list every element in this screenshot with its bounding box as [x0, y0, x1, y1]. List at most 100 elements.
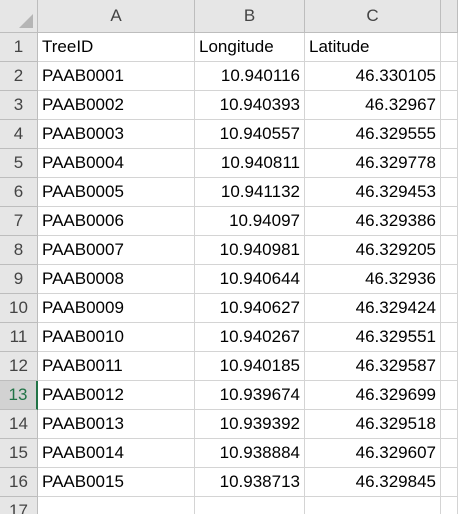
column-header-a[interactable]: A — [38, 0, 195, 33]
tree-id-cell[interactable]: PAAB0004 — [38, 149, 195, 178]
table-row: 10 PAAB0009 10.940627 46.329424 — [0, 294, 458, 323]
cell-d1[interactable] — [441, 33, 458, 62]
longitude-cell[interactable]: 10.940393 — [195, 91, 305, 120]
tree-id-cell[interactable]: PAAB0013 — [38, 410, 195, 439]
tree-id-cell[interactable]: PAAB0007 — [38, 236, 195, 265]
latitude-cell[interactable]: 46.329205 — [305, 236, 441, 265]
latitude-cell[interactable]: 46.329699 — [305, 381, 441, 410]
cell-a1[interactable]: TreeID — [38, 33, 195, 62]
tree-id-cell[interactable]: PAAB0010 — [38, 323, 195, 352]
longitude-cell[interactable]: 10.940116 — [195, 62, 305, 91]
tree-id-cell[interactable]: PAAB0012 — [38, 381, 195, 410]
row-header-17[interactable]: 17 — [0, 497, 38, 514]
latitude-cell[interactable]: 46.329453 — [305, 178, 441, 207]
table-row: 2 PAAB0001 10.940116 46.330105 — [0, 62, 458, 91]
empty-cell[interactable] — [441, 236, 458, 265]
empty-cell[interactable] — [441, 410, 458, 439]
select-all-triangle-icon — [19, 14, 33, 28]
row-header-1[interactable]: 1 — [0, 33, 38, 62]
empty-cell[interactable] — [441, 468, 458, 497]
select-all-button[interactable] — [0, 0, 38, 33]
tree-id-cell[interactable]: PAAB0015 — [38, 468, 195, 497]
latitude-cell[interactable]: 46.329845 — [305, 468, 441, 497]
row-header[interactable]: 16 — [0, 468, 38, 497]
tree-id-cell[interactable]: PAAB0009 — [38, 294, 195, 323]
latitude-cell[interactable]: 46.329587 — [305, 352, 441, 381]
row-header[interactable]: 9 — [0, 265, 38, 294]
tree-id-cell[interactable]: PAAB0008 — [38, 265, 195, 294]
empty-cell[interactable] — [441, 91, 458, 120]
empty-cell[interactable] — [441, 120, 458, 149]
row-header[interactable]: 13 — [0, 381, 38, 410]
column-header-c[interactable]: C — [305, 0, 441, 33]
table-row: 14 PAAB0013 10.939392 46.329518 — [0, 410, 458, 439]
row-header[interactable]: 15 — [0, 439, 38, 468]
row-header[interactable]: 12 — [0, 352, 38, 381]
row-header[interactable]: 14 — [0, 410, 38, 439]
longitude-cell[interactable]: 10.940627 — [195, 294, 305, 323]
tree-id-cell[interactable]: PAAB0014 — [38, 439, 195, 468]
cell-d17[interactable] — [441, 497, 458, 514]
table-row: 5 PAAB0004 10.940811 46.329778 — [0, 149, 458, 178]
cell-b1[interactable]: Longitude — [195, 33, 305, 62]
row-header[interactable]: 4 — [0, 120, 38, 149]
longitude-cell[interactable]: 10.941132 — [195, 178, 305, 207]
column-header-d[interactable] — [441, 0, 458, 33]
latitude-cell[interactable]: 46.329555 — [305, 120, 441, 149]
longitude-cell[interactable]: 10.940981 — [195, 236, 305, 265]
latitude-cell[interactable]: 46.329518 — [305, 410, 441, 439]
empty-cell[interactable] — [441, 439, 458, 468]
longitude-cell[interactable]: 10.940557 — [195, 120, 305, 149]
empty-cell[interactable] — [441, 178, 458, 207]
tree-id-cell[interactable]: PAAB0001 — [38, 62, 195, 91]
longitude-cell[interactable]: 10.940185 — [195, 352, 305, 381]
row-header[interactable]: 5 — [0, 149, 38, 178]
latitude-cell[interactable]: 46.329551 — [305, 323, 441, 352]
latitude-cell[interactable]: 46.329778 — [305, 149, 441, 178]
longitude-cell[interactable]: 10.940267 — [195, 323, 305, 352]
tree-id-cell[interactable]: PAAB0003 — [38, 120, 195, 149]
empty-cell[interactable] — [441, 294, 458, 323]
empty-cell[interactable] — [441, 323, 458, 352]
latitude-cell[interactable]: 46.32967 — [305, 91, 441, 120]
empty-cell[interactable] — [441, 265, 458, 294]
row-header[interactable]: 8 — [0, 236, 38, 265]
row-header[interactable]: 3 — [0, 91, 38, 120]
empty-cell[interactable] — [441, 352, 458, 381]
latitude-cell[interactable]: 46.330105 — [305, 62, 441, 91]
longitude-cell[interactable]: 10.938713 — [195, 468, 305, 497]
column-header-b[interactable]: B — [195, 0, 305, 33]
table-row: 16 PAAB0015 10.938713 46.329845 — [0, 468, 458, 497]
table-row: 11 PAAB0010 10.940267 46.329551 — [0, 323, 458, 352]
cell-a17[interactable] — [38, 497, 195, 514]
cell-c17[interactable] — [305, 497, 441, 514]
row-header[interactable]: 10 — [0, 294, 38, 323]
empty-cell[interactable] — [441, 62, 458, 91]
data-rows: 2 PAAB0001 10.940116 46.330105 3 PAAB0002 10.9… — [0, 62, 458, 497]
latitude-cell[interactable]: 46.32936 — [305, 265, 441, 294]
cell-c1[interactable]: Latitude — [305, 33, 441, 62]
longitude-cell[interactable]: 10.938884 — [195, 439, 305, 468]
tree-id-cell[interactable]: PAAB0011 — [38, 352, 195, 381]
row-header[interactable]: 6 — [0, 178, 38, 207]
empty-cell[interactable] — [441, 207, 458, 236]
longitude-cell[interactable]: 10.939674 — [195, 381, 305, 410]
latitude-cell[interactable]: 46.329424 — [305, 294, 441, 323]
empty-cell[interactable] — [441, 149, 458, 178]
table-row: 7 PAAB0006 10.94097 46.329386 — [0, 207, 458, 236]
latitude-cell[interactable]: 46.329607 — [305, 439, 441, 468]
row-header[interactable]: 7 — [0, 207, 38, 236]
longitude-cell[interactable]: 10.939392 — [195, 410, 305, 439]
tree-id-cell[interactable]: PAAB0006 — [38, 207, 195, 236]
tree-id-cell[interactable]: PAAB0005 — [38, 178, 195, 207]
row-header[interactable]: 2 — [0, 62, 38, 91]
longitude-cell[interactable]: 10.940644 — [195, 265, 305, 294]
longitude-cell[interactable]: 10.94097 — [195, 207, 305, 236]
longitude-cell[interactable]: 10.940811 — [195, 149, 305, 178]
tree-id-cell[interactable]: PAAB0002 — [38, 91, 195, 120]
cell-b17[interactable] — [195, 497, 305, 514]
row-header[interactable]: 11 — [0, 323, 38, 352]
latitude-cell[interactable]: 46.329386 — [305, 207, 441, 236]
empty-cell[interactable] — [441, 381, 458, 410]
